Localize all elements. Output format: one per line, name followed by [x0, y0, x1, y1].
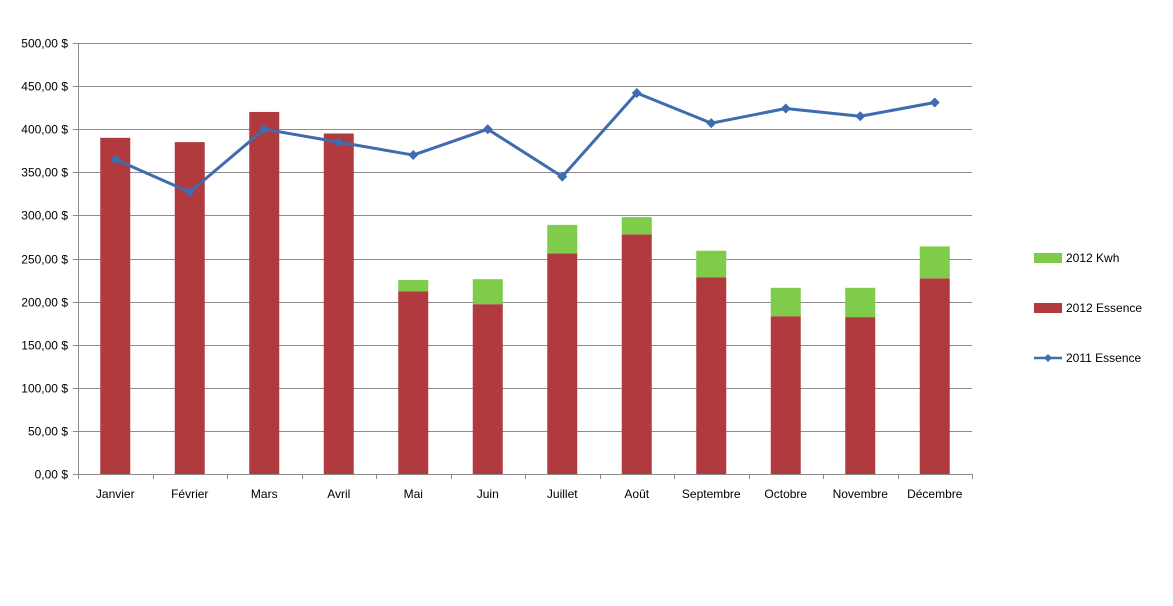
- point-2011-essence-janvier: [110, 154, 121, 165]
- legend-label: 2012 Kwh: [1066, 251, 1119, 265]
- bar-2012-kwh-aout: [621, 217, 652, 235]
- bar-2012-essence-octobre: [770, 316, 801, 474]
- y-tick-label: 100,00 $: [21, 382, 68, 396]
- point-2011-essence-octobre: [780, 103, 791, 114]
- x-tick-label-septembre: Septembre: [682, 487, 741, 501]
- x-tick-label-mars: Mars: [251, 487, 278, 501]
- y-tick-label: 150,00 $: [21, 339, 68, 353]
- axes: [73, 43, 973, 479]
- point-2011-essence-mai: [408, 150, 419, 161]
- y-tick-label: 350,00 $: [21, 166, 68, 180]
- x-tick-label-juillet: Juillet: [547, 487, 578, 501]
- bar-2012-kwh-mai: [398, 280, 429, 292]
- x-tick-label-juin: Juin: [477, 487, 499, 501]
- y-tick-label: 450,00 $: [21, 80, 68, 94]
- legend-swatch-marker: [1044, 354, 1052, 362]
- legend-item-2011-essence: 2011 Essence: [1034, 351, 1141, 365]
- legend-item-2012-essence: 2012 Essence: [1034, 301, 1142, 315]
- x-tick-label-octobre: Octobre: [764, 487, 807, 501]
- point-2011-essence-decembre: [929, 97, 940, 108]
- y-tick-label: 0,00 $: [35, 468, 69, 482]
- bar-2012-kwh-juillet: [547, 224, 578, 254]
- point-2011-essence-aout: [631, 87, 642, 98]
- bar-2012-essence-juillet: [547, 253, 578, 474]
- bar-2012-essence-juin: [472, 304, 503, 474]
- y-tick-label: 300,00 $: [21, 209, 68, 223]
- bar-2012-essence-mai: [398, 291, 429, 474]
- x-axis-tick-labels: Janvier Février Mars Avril Mai Juin Juillet Aoû…: [96, 487, 963, 501]
- line-series-2011-essence: [110, 87, 940, 198]
- bar-2012-essence-fevrier: [174, 142, 205, 474]
- y-tick-label: 200,00 $: [21, 296, 68, 310]
- bar-2012-kwh-juin: [472, 279, 503, 305]
- legend-swatch: [1034, 253, 1062, 263]
- legend-label: 2012 Essence: [1066, 301, 1142, 315]
- bar-2012-kwh-decembre: [919, 246, 950, 279]
- y-tick-label: 50,00 $: [28, 425, 68, 439]
- gridlines: [78, 43, 972, 432]
- bar-2012-essence-aout: [621, 234, 652, 474]
- legend-label: 2011 Essence: [1066, 351, 1141, 365]
- bar-2012-kwh-septembre: [696, 250, 727, 278]
- bar-2012-kwh-novembre: [845, 287, 876, 318]
- y-tick-label: 250,00 $: [21, 253, 68, 267]
- bar-2012-essence-novembre: [845, 317, 876, 474]
- bars: [100, 111, 950, 475]
- point-2011-essence-avril: [333, 137, 344, 148]
- x-tick-label-novembre: Novembre: [833, 487, 889, 501]
- y-axis-tick-labels: 0,00 $ 50,00 $ 100,00 $ 150,00 $ 200,00 $ 250…: [21, 37, 68, 482]
- x-tick-label-decembre: Décembre: [907, 487, 963, 501]
- bar-2012-essence-decembre: [919, 278, 950, 474]
- point-2011-essence-mars: [259, 124, 270, 135]
- bar-2012-essence-janvier: [100, 137, 131, 474]
- y-tick-label: 400,00 $: [21, 123, 68, 137]
- bar-2012-essence-septembre: [696, 277, 727, 474]
- y-tick-label: 500,00 $: [21, 37, 68, 51]
- point-2011-essence-juillet: [557, 171, 568, 182]
- x-tick-label-fevrier: Février: [171, 487, 208, 501]
- point-2011-essence-novembre: [855, 111, 866, 122]
- legend-item-2012-kwh: 2012 Kwh: [1034, 251, 1119, 265]
- bar-2012-essence-mars: [249, 111, 280, 475]
- x-tick-label-aout: Août: [624, 487, 649, 501]
- legend: 2012 Kwh 2012 Essence 2011 Essence: [1034, 251, 1142, 365]
- point-2011-essence-septembre: [706, 118, 717, 129]
- point-2011-essence-fevrier: [184, 187, 195, 198]
- x-tick-label-avril: Avril: [327, 487, 350, 501]
- bar-2012-kwh-octobre: [770, 287, 801, 317]
- bar-2012-essence-avril: [323, 133, 354, 474]
- x-tick-label-janvier: Janvier: [96, 487, 135, 501]
- legend-swatch: [1034, 303, 1062, 313]
- line-2011-essence: [114, 91, 936, 194]
- point-2011-essence-juin: [482, 124, 493, 135]
- x-tick-label-mai: Mai: [404, 487, 423, 501]
